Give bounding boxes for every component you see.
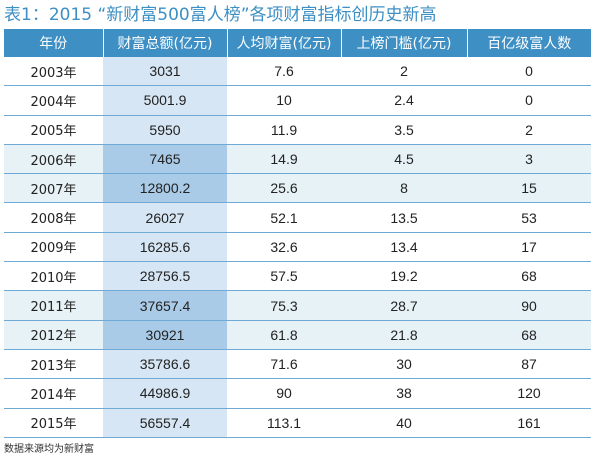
year-cell: 2004年 [4, 85, 103, 116]
billionaire-count-cell: 17 [467, 232, 591, 263]
table-row: 2003年 3031 7.6 2 0 [4, 57, 591, 87]
table-title: 表1：2015 “新财富500富人榜”各项财富指标创历史新高 [4, 5, 437, 25]
average-wealth-cell: 11.9 [227, 115, 341, 145]
billionaire-count-cell: 161 [467, 408, 591, 438]
table-row: 2014年 44986.9 90 38 120 [4, 378, 591, 409]
billionaire-count-cell: 0 [467, 85, 591, 116]
year-cell: 2012年 [4, 320, 103, 350]
header-billionaire-count: 百亿级富人数 [466, 29, 591, 57]
year-cell: 2013年 [4, 349, 103, 380]
table-row: 2013年 35786.6 71.6 30 87 [4, 349, 591, 380]
average-wealth-cell: 75.3 [227, 290, 341, 321]
table-row: 2008年 26027 52.1 13.5 53 [4, 202, 591, 233]
billionaire-count-cell: 87 [467, 349, 591, 380]
table-row: 2007年 12800.2 25.6 8 15 [4, 173, 591, 204]
total-wealth-cell: 37657.4 [103, 290, 227, 321]
billionaire-count-cell: 90 [467, 290, 591, 321]
average-wealth-cell: 25.6 [227, 173, 341, 204]
total-wealth-cell: 56557.4 [103, 408, 227, 438]
header-average-wealth: 人均财富(亿元) [226, 29, 341, 57]
total-wealth-cell: 28756.5 [103, 261, 227, 292]
total-wealth-cell: 7465 [103, 144, 227, 175]
billionaire-count-cell: 3 [467, 144, 591, 175]
total-wealth-cell: 12800.2 [103, 173, 227, 204]
total-wealth-cell: 26027 [103, 202, 227, 233]
billionaire-count-cell: 68 [467, 261, 591, 292]
average-wealth-cell: 90 [227, 378, 341, 409]
table-row: 2011年 37657.4 75.3 28.7 90 [4, 290, 591, 321]
header-threshold: 上榜门槛(亿元) [340, 29, 467, 57]
year-cell: 2006年 [4, 144, 103, 175]
year-cell: 2009年 [4, 232, 103, 263]
threshold-cell: 13.4 [341, 232, 467, 263]
table-row: 2006年 7465 14.9 4.5 3 [4, 144, 591, 175]
total-wealth-cell: 35786.6 [103, 349, 227, 380]
threshold-cell: 38 [341, 378, 467, 409]
average-wealth-cell: 7.6 [227, 57, 341, 87]
header-year: 年份 [4, 29, 103, 57]
threshold-cell: 19.2 [341, 261, 467, 292]
threshold-cell: 4.5 [341, 144, 467, 175]
table-row: 2009年 16285.6 32.6 13.4 17 [4, 232, 591, 263]
year-cell: 2003年 [4, 57, 103, 87]
total-wealth-cell: 5001.9 [103, 85, 227, 116]
average-wealth-cell: 14.9 [227, 144, 341, 175]
threshold-cell: 13.5 [341, 202, 467, 233]
threshold-cell: 3.5 [341, 115, 467, 145]
year-cell: 2011年 [4, 290, 103, 321]
average-wealth-cell: 57.5 [227, 261, 341, 292]
total-wealth-cell: 44986.9 [103, 378, 227, 409]
year-cell: 2005年 [4, 115, 103, 145]
header-row: 年份 财富总额(亿元) 人均财富(亿元) 上榜门槛(亿元) 百亿级富人数 [4, 29, 591, 57]
total-wealth-cell: 3031 [103, 57, 227, 87]
header-total-wealth: 财富总额(亿元) [102, 29, 227, 57]
year-cell: 2015年 [4, 408, 103, 438]
total-wealth-cell: 30921 [103, 320, 227, 350]
average-wealth-cell: 113.1 [227, 408, 341, 438]
year-cell: 2007年 [4, 173, 103, 204]
average-wealth-cell: 10 [227, 85, 341, 116]
total-wealth-cell: 16285.6 [103, 232, 227, 263]
average-wealth-cell: 32.6 [227, 232, 341, 263]
source-note: 数据来源均为新财富 [4, 444, 94, 455]
threshold-cell: 2.4 [341, 85, 467, 116]
billionaire-count-cell: 120 [467, 378, 591, 409]
billionaire-count-cell: 15 [467, 173, 591, 204]
threshold-cell: 28.7 [341, 290, 467, 321]
table-row: 2015年 56557.4 113.1 40 161 [4, 408, 591, 438]
billionaire-count-cell: 0 [467, 57, 591, 87]
threshold-cell: 2 [341, 57, 467, 87]
year-cell: 2014年 [4, 378, 103, 409]
table-row: 2012年 30921 61.8 21.8 68 [4, 320, 591, 350]
threshold-cell: 21.8 [341, 320, 467, 350]
billionaire-count-cell: 68 [467, 320, 591, 350]
threshold-cell: 40 [341, 408, 467, 438]
table-row: 2005年 5950 11.9 3.5 2 [4, 115, 591, 145]
total-wealth-cell: 5950 [103, 115, 227, 145]
table-row: 2010年 28756.5 57.5 19.2 68 [4, 261, 591, 292]
threshold-cell: 30 [341, 349, 467, 380]
average-wealth-cell: 61.8 [227, 320, 341, 350]
wealth-table: 年份 财富总额(亿元) 人均财富(亿元) 上榜门槛(亿元) 百亿级富人数 200… [4, 29, 591, 438]
threshold-cell: 8 [341, 173, 467, 204]
average-wealth-cell: 52.1 [227, 202, 341, 233]
billionaire-count-cell: 53 [467, 202, 591, 233]
year-cell: 2008年 [4, 202, 103, 233]
billionaire-count-cell: 2 [467, 115, 591, 145]
average-wealth-cell: 71.6 [227, 349, 341, 380]
year-cell: 2010年 [4, 261, 103, 292]
table-row: 2004年 5001.9 10 2.4 0 [4, 85, 591, 116]
